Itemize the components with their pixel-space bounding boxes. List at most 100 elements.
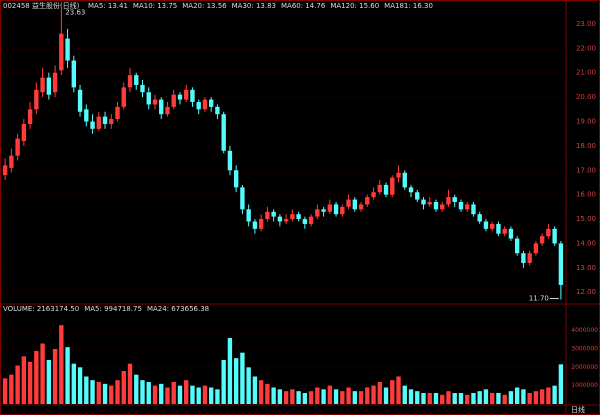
volume-bar (271, 387, 276, 404)
candle-body (458, 202, 464, 210)
candle-body (59, 33, 64, 71)
volume-bar (415, 391, 420, 404)
candle-body (240, 187, 245, 210)
candle-body (514, 238, 520, 254)
volume-bar (508, 391, 514, 404)
candle-body (446, 197, 451, 205)
volume-bar (483, 389, 489, 404)
y-tick-label: 19.00 (576, 118, 596, 126)
candle-body (102, 116, 108, 124)
candle-body (402, 172, 407, 188)
candle-body (140, 84, 145, 93)
candle-body (127, 75, 133, 88)
volume-bar (171, 382, 176, 404)
candle-body (377, 184, 382, 193)
candle-body (159, 99, 164, 115)
volume-bar (77, 367, 83, 404)
volume-bar (152, 385, 158, 404)
candle-body (9, 155, 14, 168)
volume-bar (140, 380, 145, 404)
volume-bar (102, 383, 108, 404)
y-tick-label: 18.00 (576, 142, 596, 150)
volume-bar (202, 385, 208, 404)
volume-bar (165, 387, 170, 404)
candle-body (365, 197, 370, 205)
candle-body (109, 119, 114, 124)
volume-bar (34, 350, 39, 404)
volume-bar (539, 389, 545, 404)
y-tick-label: 15.00 (576, 215, 596, 223)
volume-bar (440, 394, 445, 404)
candle-body (227, 150, 233, 171)
candle-body (177, 94, 183, 100)
volume-bar (452, 393, 457, 404)
volume-bar (146, 382, 151, 404)
volume-bar (246, 367, 251, 404)
candle-body (539, 236, 545, 244)
candle-body (15, 138, 20, 156)
volume-bar (490, 393, 495, 404)
candle-body (202, 99, 208, 110)
y-tick-label: 13.00 (576, 264, 596, 272)
y-tick-label: 21.00 (576, 69, 596, 77)
candle-body (308, 216, 314, 224)
volume-bar (327, 385, 333, 404)
volume-bar (46, 360, 52, 404)
volume-bar (52, 349, 58, 404)
candle-body (84, 109, 89, 122)
volume-bar (558, 364, 564, 404)
candle-body (215, 106, 220, 115)
volume-bar (315, 387, 320, 404)
volume-bar (96, 382, 101, 404)
volume-bar (377, 382, 382, 404)
volume-bar (196, 387, 201, 404)
volume-bar (190, 385, 195, 404)
volume-bar (496, 393, 501, 404)
candle-body (283, 219, 289, 222)
volume-bar (465, 394, 470, 404)
legend-item: MA181: 16.30 (384, 2, 433, 10)
candle-body (452, 197, 457, 202)
candle-body (190, 89, 195, 102)
candle-body (184, 89, 189, 100)
candle-body (221, 114, 226, 151)
legend-item: MA30: 13.83 (232, 2, 276, 10)
candle-body (52, 72, 58, 93)
legend-item: MA60: 14.76 (281, 2, 326, 10)
volume-bar (283, 391, 289, 404)
candle-body (121, 87, 126, 107)
candle-body (34, 89, 39, 110)
candle-body (271, 211, 276, 217)
candle-body (371, 192, 376, 198)
volume-bar (533, 391, 539, 404)
y-tick-label: 14.00 (576, 239, 596, 247)
candle-body (465, 204, 470, 210)
candle-body (315, 209, 320, 217)
volume-bar (209, 387, 214, 404)
candle-body (152, 99, 158, 105)
candle-body (408, 187, 414, 193)
volume-bar (402, 385, 407, 404)
volume-bar (21, 356, 27, 404)
volume-bar (383, 387, 389, 404)
candle-body (415, 192, 420, 200)
candle-body (27, 109, 33, 124)
volume-bar (433, 393, 439, 404)
volume-bar (265, 383, 270, 404)
volume-bar (552, 385, 557, 404)
candle-body (533, 243, 539, 254)
volume-bar (90, 380, 95, 404)
volume-bar (159, 383, 164, 404)
volume-bar (134, 374, 139, 404)
volume-bar (396, 376, 401, 404)
volume-bar (365, 387, 370, 404)
candle-body (296, 214, 301, 220)
legend-item: MA120: 15.60 (330, 2, 379, 10)
candle-body (65, 38, 70, 61)
volume-bar (227, 338, 233, 404)
volume-bar (514, 387, 520, 404)
candle-body (258, 219, 264, 229)
candle-body (483, 221, 489, 229)
volume-bar (233, 358, 239, 404)
candle-body (327, 204, 333, 212)
